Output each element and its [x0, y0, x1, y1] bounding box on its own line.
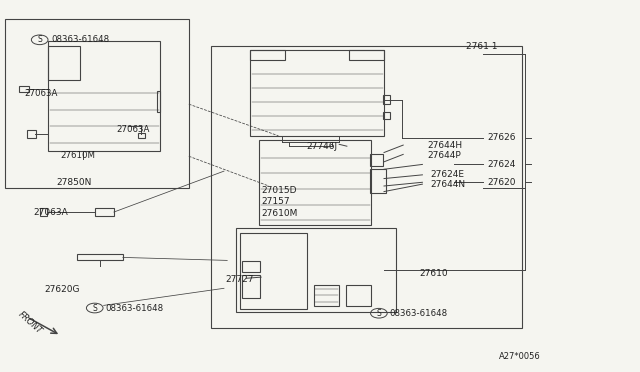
Text: 08363-61648: 08363-61648 [51, 35, 109, 44]
Bar [250, 50, 384, 136]
Text: 2761 1: 2761 1 [466, 42, 497, 51]
Text: 27610M: 27610M [61, 151, 96, 160]
Bar [250, 50, 285, 60]
Text: FRONT: FRONT [16, 310, 44, 336]
Bar [383, 112, 390, 119]
Bar [40, 208, 47, 216]
Bar [48, 41, 160, 151]
Text: 27644N: 27644N [430, 180, 465, 189]
Text: 08363-61648: 08363-61648 [106, 304, 164, 312]
Bar [211, 46, 522, 328]
Text: 27063A: 27063A [24, 89, 58, 98]
Text: 27624: 27624 [488, 160, 516, 169]
Text: 27157: 27157 [261, 197, 290, 206]
Text: S: S [376, 309, 381, 318]
Text: S: S [37, 35, 42, 44]
Text: 08363-61648: 08363-61648 [389, 309, 447, 318]
Bar [346, 285, 371, 306]
Text: 27620: 27620 [488, 178, 516, 187]
Bar [19, 86, 29, 92]
Bar [48, 46, 80, 80]
Text: 27015D: 27015D [261, 186, 296, 195]
Bar [5, 19, 189, 188]
Bar [314, 285, 339, 306]
Bar [242, 261, 260, 272]
Bar [242, 275, 260, 298]
Text: 27746J: 27746J [306, 142, 337, 151]
Text: 27610M: 27610M [261, 209, 298, 218]
Bar [27, 130, 36, 138]
Bar [383, 95, 390, 104]
Bar [370, 154, 383, 166]
Bar [349, 50, 384, 60]
Text: 27063A: 27063A [116, 125, 150, 134]
Bar [370, 169, 386, 193]
Bar [259, 140, 371, 225]
Text: A27*0056: A27*0056 [499, 352, 541, 361]
Bar [95, 208, 114, 216]
Text: 27063A: 27063A [33, 208, 68, 217]
Text: 27610: 27610 [419, 269, 448, 278]
Text: 27626: 27626 [488, 133, 516, 142]
Bar [77, 254, 123, 260]
Bar [236, 228, 396, 312]
Text: 27644P: 27644P [428, 151, 461, 160]
Text: 27624E: 27624E [430, 170, 464, 179]
Text: S: S [92, 304, 97, 312]
Text: 27644H: 27644H [428, 141, 463, 150]
Text: 27727: 27727 [225, 275, 254, 284]
Bar [240, 232, 307, 309]
Text: 27620G: 27620G [45, 285, 80, 294]
Bar [138, 133, 145, 138]
Text: 27850N: 27850N [56, 178, 92, 187]
Bar [157, 91, 160, 112]
